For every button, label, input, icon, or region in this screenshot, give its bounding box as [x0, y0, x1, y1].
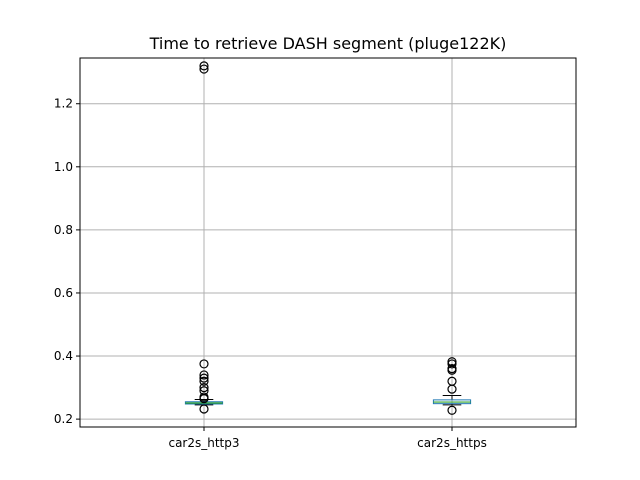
outlier-point	[199, 404, 209, 414]
outlier-point	[199, 376, 209, 386]
x-tick-label: car2s_https	[417, 436, 487, 450]
y-tick-label: 0.8	[54, 223, 73, 237]
y-tick-label: 1.2	[54, 97, 73, 111]
outlier-point	[199, 382, 209, 393]
plot-area: 0.2 0.4 0.6 0.8 1.0 1.2 car2s_http3 car2s_https	[54, 57, 577, 450]
y-tick-label: 0.6	[54, 286, 73, 300]
axes-frame	[79, 57, 577, 428]
outlier-point	[199, 61, 209, 71]
outlier-point	[447, 359, 457, 369]
outlier-point	[447, 365, 457, 375]
x-tick-label: car2s_http3	[168, 436, 239, 450]
outlier-point	[447, 405, 457, 415]
y-tick-label: 0.2	[54, 412, 73, 426]
y-tick-label: 1.0	[54, 160, 73, 174]
outlier-point	[199, 373, 209, 383]
outlier-point	[447, 384, 457, 394]
chart-title: Time to retrieve DASH segment (pluge122K…	[149, 34, 507, 53]
outlier-point	[199, 394, 209, 404]
outlier-point	[199, 64, 209, 74]
outlier-point	[199, 370, 209, 380]
y-tick-label: 0.4	[54, 349, 73, 363]
outlier-point	[199, 359, 209, 369]
